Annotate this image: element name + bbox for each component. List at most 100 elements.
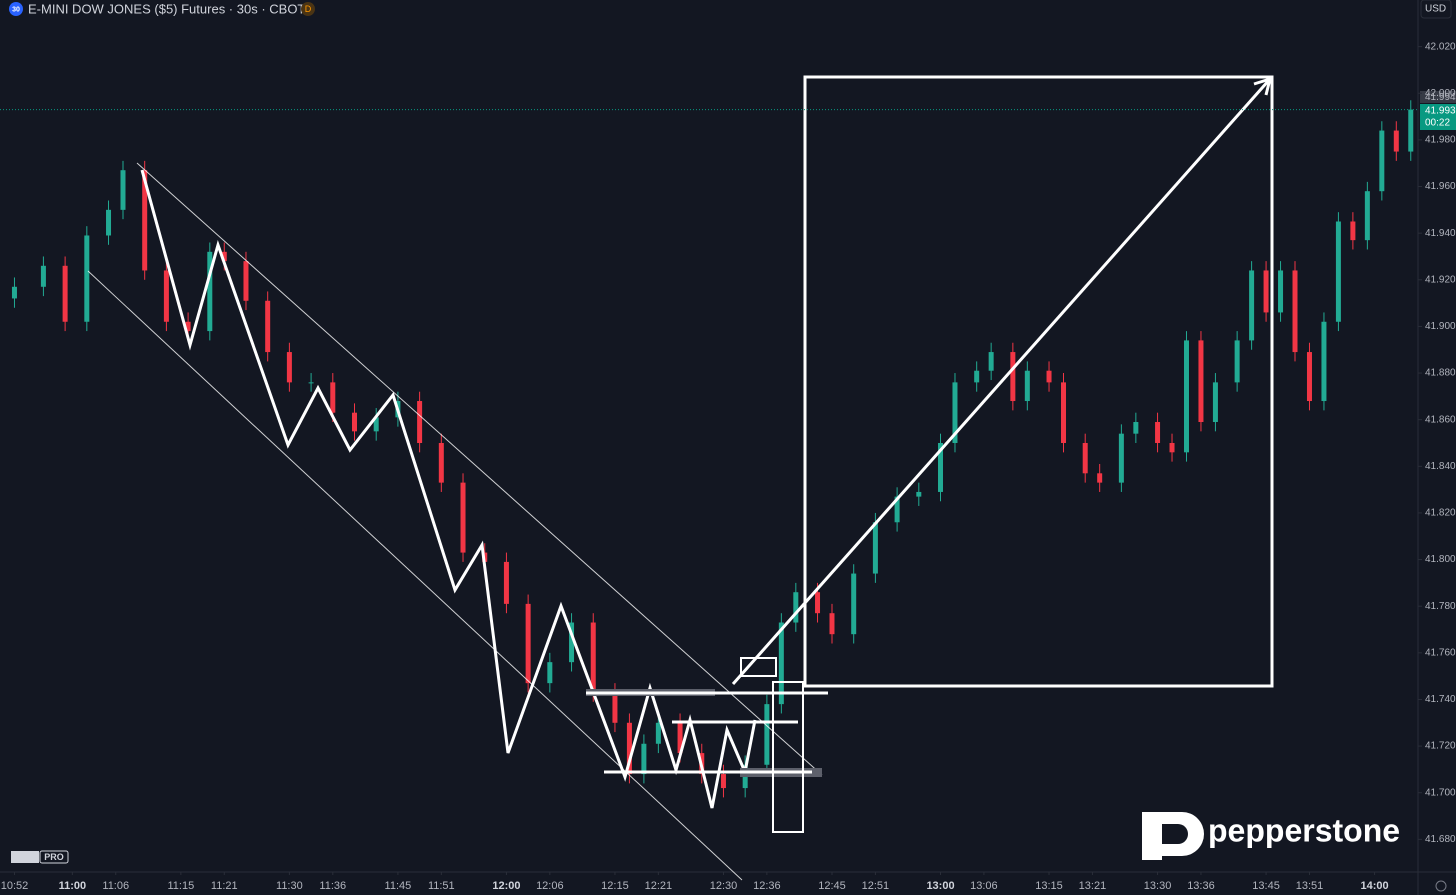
tv-logo: PRO [11,850,69,864]
y-tick-label: 41.920 [1425,274,1456,285]
x-tick-label: 11:21 [211,880,238,892]
x-tick-label: 13:00 [926,880,954,892]
candle-body [793,592,799,623]
candle-body [720,774,726,789]
y-tick-label: 41.840 [1425,461,1456,472]
candle-body [1061,382,1066,443]
candle-body [778,622,784,705]
x-tick-label: 11:36 [319,880,346,892]
settings-icon[interactable] [1435,880,1447,892]
prev-price-label: 41.994 [1425,92,1456,103]
candle-body [525,603,531,684]
candle-body [1133,422,1139,434]
symbol-badge: 30 [12,6,20,13]
candle-body [62,265,68,322]
candle-body [1379,130,1385,192]
candle-body [1046,370,1052,383]
candle-body [872,522,878,574]
currency[interactable]: USD [1425,4,1446,15]
candle-body [590,622,596,693]
candle-body [243,261,249,301]
y-tick-label: 41.960 [1425,181,1456,192]
x-tick-label: 13:15 [1035,880,1063,892]
candle-body [938,442,944,492]
candle-body [308,382,314,384]
x-tick-label: 12:36 [753,880,781,892]
candle-body [815,592,821,614]
x-tick-label: 12:21 [645,880,673,892]
candle-body [503,561,509,604]
candle-body [207,251,213,332]
x-tick-label: 13:36 [1187,880,1215,892]
candle-body [916,491,922,497]
x-tick-label: 13:21 [1079,880,1107,892]
candle-body [1364,191,1370,241]
candle-body [677,722,683,754]
candle-body [417,401,423,443]
y-tick-label: 42.020 [1425,41,1456,52]
y-tick-label: 41.880 [1425,368,1456,379]
candle-body [974,370,980,383]
candle-body [1082,442,1088,474]
y-tick-label: 41.800 [1425,554,1456,565]
x-tick-label: 10:52 [1,880,29,892]
x-tick-label: 12:51 [862,880,890,892]
candle-body [163,270,169,322]
candle-body [438,442,444,483]
x-tick-label: 13:45 [1252,880,1280,892]
candle-body [1234,340,1240,383]
candle-body [221,251,227,262]
last-price-box [1420,104,1456,130]
y-tick-label: 41.900 [1425,321,1456,332]
candle-body [655,722,661,744]
prev-price-box [1420,91,1456,103]
y-tick-label: 41.700 [1425,787,1456,798]
x-tick-label: 11:51 [428,880,455,892]
candle-body [1118,433,1124,483]
candle-body [952,382,958,443]
source-badge: D [305,4,312,14]
candle-body [1408,109,1414,152]
currency-button[interactable] [1420,0,1452,19]
y-tick-label: 41.720 [1425,741,1456,752]
x-tick-label: 11:00 [59,880,87,892]
tv-mark [11,851,39,863]
candle-body [988,352,994,371]
candle-body [1263,270,1269,313]
box [740,657,777,677]
target-box [803,75,1274,688]
tv-badge: PRO [44,852,64,862]
candle-body [1278,270,1284,313]
candle-body [460,482,466,553]
annotations [87,75,1274,881]
candle-body [1198,340,1204,423]
zigzag [140,169,757,809]
candle-body [1292,270,1298,353]
y-tick-label: 41.780 [1425,601,1456,612]
x-tick-label: 13:30 [1144,880,1172,892]
y-tick-label: 41.820 [1425,508,1456,519]
x-tick-label: 12:45 [818,880,846,892]
candle-body [1249,270,1255,341]
watermark: pepperstone [1208,812,1400,848]
candle-body [352,412,357,432]
countdown: 00:22 [1425,118,1450,129]
candle-body [1335,221,1341,322]
box [772,681,804,833]
candle-body [894,496,900,523]
candle-body [547,662,553,684]
symbol-icon [9,2,23,16]
x-tick-label: 11:15 [168,880,195,892]
x-tick-label: 12:30 [710,880,738,892]
candle-body [1350,221,1356,241]
candle-body [1393,130,1399,152]
y-tick-label: 41.680 [1425,834,1456,845]
candle-body [1321,321,1327,402]
tv-pro-frame [39,850,69,864]
candle-body [1097,473,1103,483]
x-tick-label: 11:30 [276,880,303,892]
candle-body [1169,442,1175,453]
candle-body [1212,382,1218,423]
